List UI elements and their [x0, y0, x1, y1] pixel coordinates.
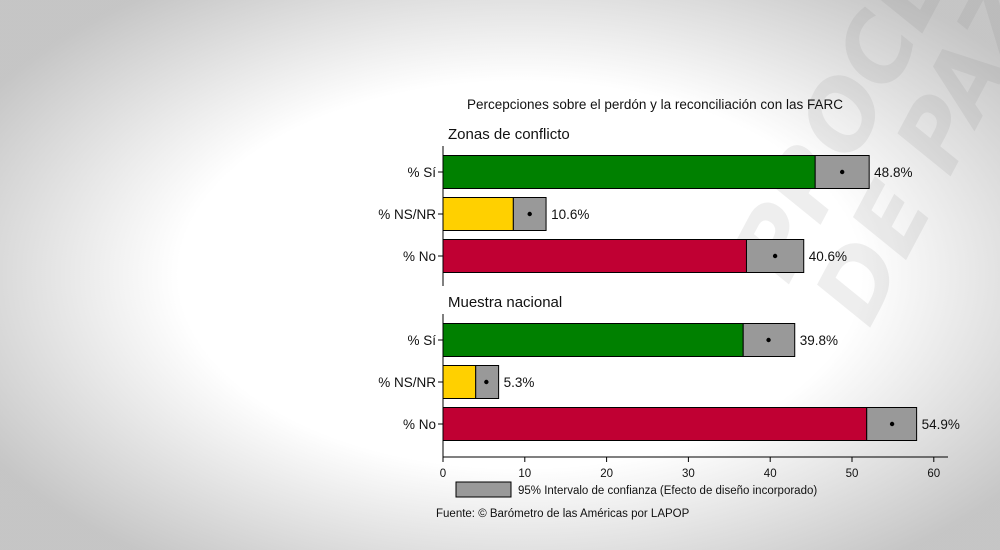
bar-p2-2 [442, 407, 868, 441]
point-estimate-p1-2 [772, 253, 778, 259]
value-label-p2-2: 54.9% [922, 417, 960, 432]
category-label-p2-1: % NS/NR [378, 375, 436, 390]
category-label-p1-1: % NS/NR [378, 207, 436, 222]
source-note: Fuente: © Barómetro de las Américas por … [436, 508, 690, 520]
panel-title-2: Muestra nacional [448, 294, 562, 311]
point-estimate-p2-0 [766, 337, 771, 343]
legend-label: 95% Intervalo de confianza (Efecto de di… [518, 485, 817, 497]
category-label-p2-2: % No [403, 417, 436, 432]
category-label-p2-0: % Sí [407, 333, 436, 348]
point-estimate-p2-2 [889, 421, 895, 427]
panel-title-1: Zonas de conflicto [448, 126, 570, 143]
chart-title: Percepciones sobre el perdón y la reconc… [467, 97, 843, 112]
point-estimate-p1-0 [839, 169, 845, 175]
category-label-p1-0: % Sí [407, 165, 436, 180]
bar-p1-0 [442, 155, 816, 189]
bar-p2-1 [442, 365, 477, 399]
x-tick-label-6: 60 [927, 468, 940, 480]
value-label-p1-0: 48.8% [874, 165, 912, 180]
value-label-p1-2: 40.6% [809, 249, 847, 264]
value-label-p2-1: 5.3% [504, 375, 535, 390]
x-tick-label-5: 50 [846, 468, 859, 480]
bar-p1-2 [442, 239, 747, 273]
bar-p1-1 [442, 197, 514, 231]
value-label-p2-0: 39.8% [800, 333, 838, 348]
point-estimate-p1-1 [527, 211, 532, 217]
point-estimate-p2-1 [484, 379, 489, 385]
x-tick-label-3: 30 [682, 468, 695, 480]
bar-p2-0 [442, 323, 744, 357]
category-label-p1-2: % No [403, 249, 436, 264]
x-tick-label-1: 10 [518, 468, 531, 480]
x-tick-label-0: 0 [440, 468, 446, 480]
x-tick-label-4: 40 [764, 468, 777, 480]
value-label-p1-1: 10.6% [551, 207, 589, 222]
legend-ci-swatch [455, 481, 512, 498]
x-tick-label-2: 20 [600, 468, 613, 480]
